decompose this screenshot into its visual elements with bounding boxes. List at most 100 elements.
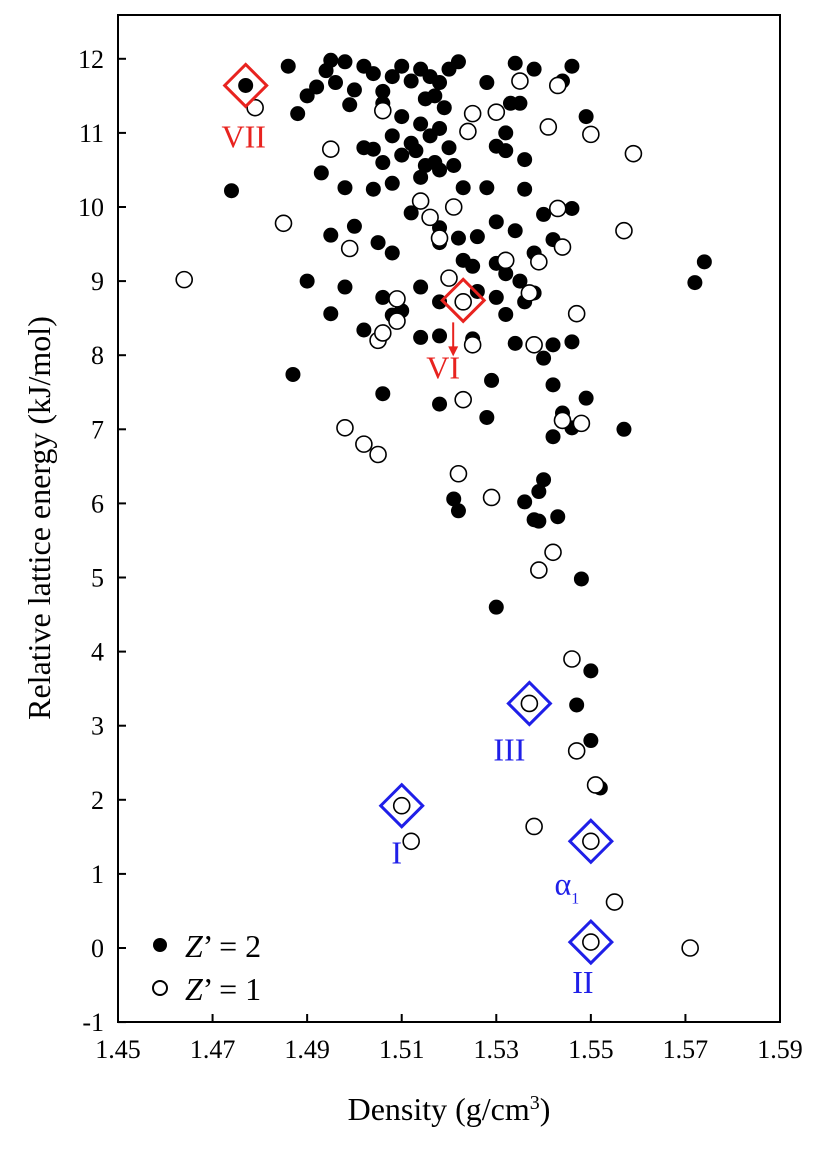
data-point-z2 [323, 306, 339, 322]
data-point-z2 [455, 180, 471, 196]
data-point-z2 [564, 334, 580, 350]
data-point-z2 [583, 663, 599, 679]
data-point-z1 [463, 336, 482, 354]
data-point-z2 [280, 58, 296, 74]
data-point-z2 [616, 421, 632, 437]
x-tick-label: 1.51 [379, 1035, 425, 1064]
data-point-z2 [465, 258, 481, 274]
data-point-z2 [328, 75, 344, 91]
data-point-z2 [375, 155, 391, 171]
data-point-z2 [512, 273, 528, 289]
data-point-z2 [536, 350, 552, 366]
data-point-z2 [432, 120, 448, 136]
data-point-z2 [578, 390, 594, 406]
data-point-z1 [563, 650, 581, 668]
y-tick-label: 12 [78, 45, 104, 74]
data-point-z2 [375, 289, 391, 305]
legend-entry-z1: Z’ = 1 [185, 971, 261, 1007]
polymorph-marker-diamond [440, 277, 487, 324]
data-point-z1 [388, 290, 406, 308]
x-tick-label: 1.49 [284, 1035, 330, 1064]
data-point-z2 [450, 230, 466, 246]
polymorph-marker-diamond [506, 680, 553, 727]
data-point-z1 [525, 817, 543, 836]
data-point-z2 [479, 180, 495, 196]
polymorph-label: II [572, 964, 593, 1000]
data-point-z1 [463, 104, 482, 123]
data-point-z1 [544, 543, 562, 562]
data-point-z1 [511, 72, 529, 90]
data-point-z2 [526, 61, 542, 77]
legend-open-marker [152, 980, 168, 996]
polymorph-marker-diamond [378, 782, 425, 829]
data-point-z1 [530, 253, 548, 271]
data-point-z2 [384, 175, 400, 191]
data-point-z1 [246, 98, 264, 117]
y-tick-label: 2 [91, 786, 104, 815]
data-point-z1 [567, 304, 586, 323]
data-point-z1 [615, 221, 633, 240]
data-point-z2 [432, 162, 448, 178]
data-point-z2 [564, 58, 580, 74]
data-point-z2 [432, 328, 448, 344]
data-point-z1 [553, 238, 572, 256]
polymorph-marker-diamond [567, 918, 614, 966]
data-point-z1 [274, 214, 293, 233]
x-tick-label: 1.55 [568, 1035, 614, 1064]
data-point-z2 [384, 128, 400, 144]
data-point-z2 [531, 513, 547, 529]
data-point-z2 [290, 106, 306, 122]
data-point-z1 [421, 208, 439, 227]
data-point-z1 [449, 464, 468, 483]
data-point-z2 [413, 169, 429, 185]
data-point-z2 [696, 254, 712, 270]
arrow-head [448, 346, 459, 357]
data-point-z2 [545, 337, 561, 353]
y-tick-label: 4 [91, 638, 104, 667]
y-tick-label: 5 [91, 564, 104, 593]
data-point-z1 [336, 419, 354, 437]
data-point-z1 [392, 796, 411, 815]
data-point-z2 [545, 377, 561, 393]
data-point-z1 [582, 125, 600, 144]
data-point-z1 [548, 76, 567, 95]
data-point-z2 [498, 143, 514, 159]
data-point-z1 [454, 293, 472, 311]
data-point-z1 [444, 198, 463, 216]
polymorph-label: VI [426, 349, 460, 385]
data-point-z1 [340, 239, 359, 258]
data-point-z1 [459, 122, 477, 141]
data-point-z1 [321, 140, 340, 159]
y-tick-label: 11 [79, 119, 104, 148]
data-point-z1 [539, 118, 558, 136]
y-axis-title: Relative lattice energy (kJ/mol) [21, 316, 57, 720]
data-point-z1 [411, 192, 430, 210]
x-tick-label: 1.47 [190, 1035, 236, 1064]
data-point-z2 [413, 329, 429, 345]
data-point-z2 [375, 386, 391, 402]
plot-frame [117, 14, 781, 1023]
data-point-z2 [479, 75, 495, 91]
y-tick-label: 9 [91, 267, 104, 296]
data-point-z1 [548, 199, 567, 218]
data-point-z2 [488, 289, 504, 305]
data-point-z2 [550, 509, 566, 525]
data-point-z2 [564, 200, 580, 216]
data-point-z1 [430, 229, 449, 247]
data-point-z1 [369, 445, 387, 464]
data-point-z1 [525, 336, 543, 354]
data-point-z1 [487, 103, 506, 121]
data-point-z2 [531, 484, 547, 500]
data-point-z2 [365, 181, 381, 197]
data-point-z2 [578, 109, 594, 125]
data-point-z2 [488, 599, 504, 615]
data-point-z1 [373, 101, 392, 120]
data-point-z2 [342, 97, 358, 113]
data-point-z2 [484, 372, 500, 388]
data-point-z2 [498, 306, 514, 322]
data-point-z1 [681, 939, 699, 957]
y-tick-label: 0 [91, 934, 104, 963]
